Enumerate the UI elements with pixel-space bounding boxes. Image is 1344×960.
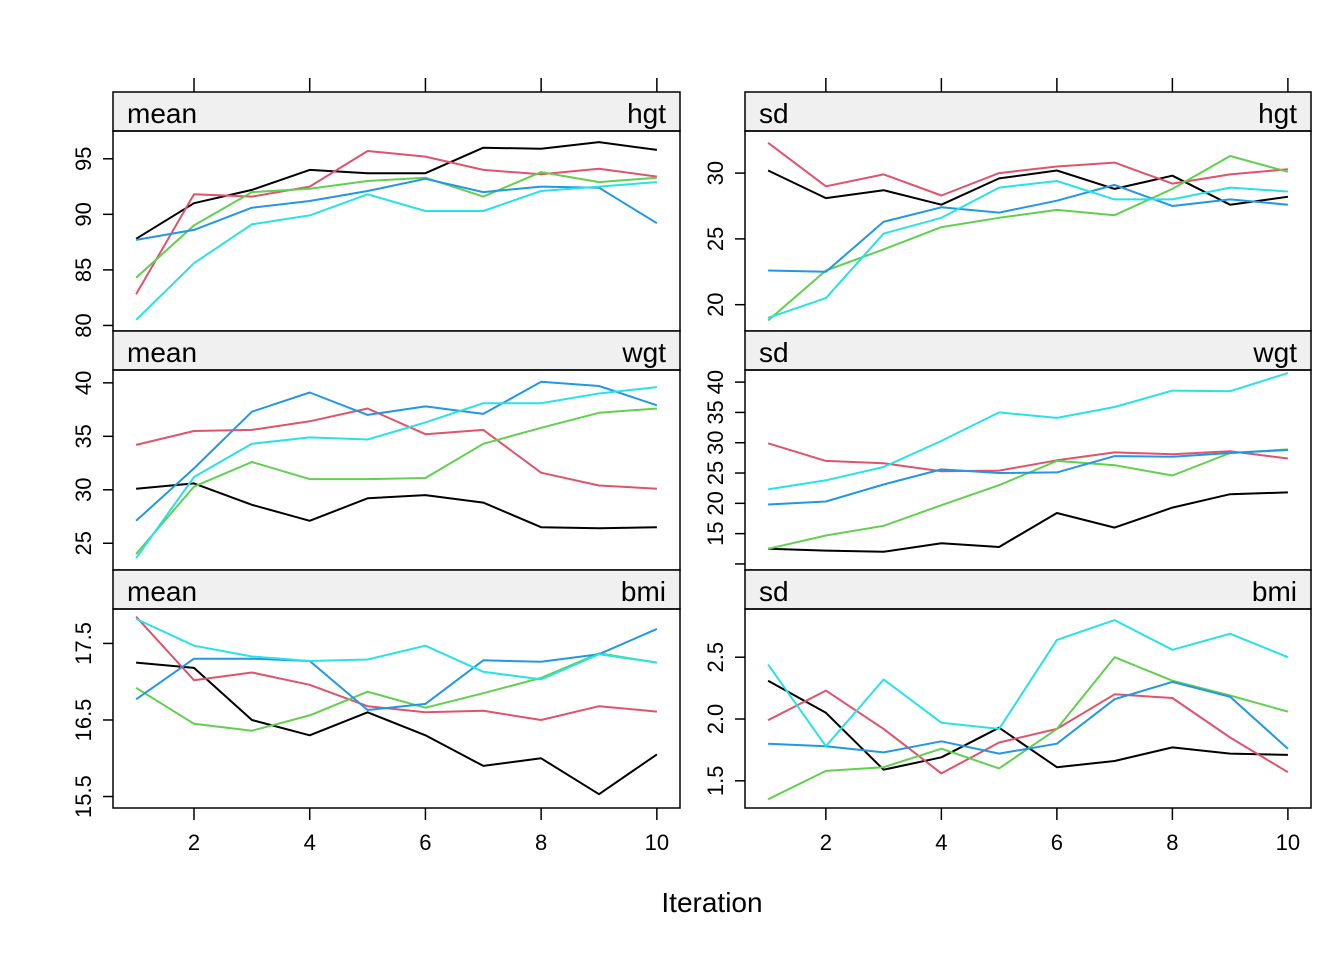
x-tick-label: 2 <box>820 830 832 855</box>
y-tick-label: 90 <box>71 202 96 226</box>
y-tick-label: 25 <box>703 227 728 251</box>
y-tick-label: 30 <box>703 161 728 185</box>
series-line-2 <box>767 689 1289 775</box>
series-line-4 <box>135 627 658 711</box>
y-tick-label: 85 <box>71 258 96 282</box>
y-tick-label: 20 <box>703 491 728 515</box>
panel-frame <box>112 608 681 809</box>
y-tick-label: 40 <box>703 370 728 394</box>
series-line-1 <box>136 482 657 530</box>
panel-frame <box>744 369 1312 571</box>
strip-header <box>112 91 681 132</box>
x-tick-label: 8 <box>1166 830 1178 855</box>
series-line-5 <box>767 180 1288 319</box>
series-line-4 <box>768 183 1288 273</box>
strip-stat-label: sd <box>759 337 789 368</box>
strip-stat-label: mean <box>127 98 197 129</box>
x-tick-label: 4 <box>935 830 947 855</box>
panel-mean-hgt: mean hgt 80 85 90 95 <box>71 78 681 338</box>
series-line-1 <box>767 169 1289 206</box>
y-tick-label: 1.5 <box>703 766 728 797</box>
y-tick-label: 2.5 <box>703 642 728 673</box>
series-line-5 <box>135 181 657 321</box>
series-line-2 <box>767 442 1289 473</box>
series-line-3 <box>767 656 1289 801</box>
y-tick-label: 30 <box>71 478 96 502</box>
strip-header <box>744 330 1312 371</box>
panel-sd-wgt: sd wgt 15 20 25 30 35 40 <box>703 330 1312 571</box>
x-tick-label: 10 <box>1276 830 1300 855</box>
strip-header <box>112 569 681 610</box>
series-line-1 <box>135 141 658 240</box>
series-line-1 <box>768 491 1288 553</box>
strip-header <box>744 569 1312 610</box>
y-tick-label: 2.0 <box>703 704 728 735</box>
series-line-3 <box>767 155 1289 322</box>
series-line-3 <box>135 171 657 279</box>
strip-stat-label: sd <box>759 98 789 129</box>
y-tick-label: 80 <box>71 313 96 337</box>
panel-sd-bmi: sd bmi 1.5 2.0 2.5 2 4 6 8 10 <box>703 569 1312 855</box>
series-line-2 <box>135 150 658 295</box>
x-tick-label: 10 <box>645 830 669 855</box>
series-line-2 <box>135 616 657 721</box>
series-line-2 <box>767 142 1288 197</box>
series-line-5 <box>135 386 658 559</box>
panels: mean hgt 80 85 90 95 sd hgt 20 25 30 mean wgt 25 30 35 4… <box>71 78 1312 855</box>
series-line-3 <box>135 652 658 732</box>
y-tick-label: 17.5 <box>71 622 96 665</box>
panel-mean-bmi: mean bmi 15.5 16.5 17.5 2 4 6 8 10 <box>71 569 681 855</box>
strip-var-label: bmi <box>621 576 666 607</box>
strip-var-label: hgt <box>627 98 666 129</box>
x-tick-label: 4 <box>304 830 316 855</box>
y-tick-label: 25 <box>703 461 728 485</box>
y-tick-label: 30 <box>703 430 728 454</box>
strip-var-label: wgt <box>1252 337 1297 368</box>
panel-frame <box>744 130 1312 332</box>
strip-stat-label: mean <box>127 576 197 607</box>
y-tick-label: 25 <box>71 531 96 555</box>
strip-stat-label: sd <box>759 576 789 607</box>
y-tick-label: 15 <box>703 521 728 545</box>
series-line-5 <box>135 617 658 681</box>
y-tick-label: 15.5 <box>71 775 96 818</box>
y-tick-label: 35 <box>703 400 728 424</box>
series-line-5 <box>767 372 1289 491</box>
series-line-1 <box>767 679 1288 771</box>
panel-frame <box>112 130 681 332</box>
x-tick-label: 2 <box>188 830 200 855</box>
y-tick-label: 20 <box>703 292 728 316</box>
y-tick-label: 16.5 <box>71 699 96 742</box>
panel-frame <box>744 608 1312 809</box>
panel-mean-wgt: mean wgt 25 30 35 40 <box>71 330 681 571</box>
y-tick-label: 35 <box>71 424 96 448</box>
panel-sd-hgt: sd hgt 20 25 30 <box>703 78 1312 332</box>
x-tick-label: 8 <box>535 830 547 855</box>
series-line-5 <box>767 619 1289 748</box>
strip-var-label: bmi <box>1252 576 1297 607</box>
x-tick-label: 6 <box>1051 830 1063 855</box>
strip-stat-label: mean <box>127 337 197 368</box>
series-line-3 <box>135 407 657 555</box>
panel-frame <box>112 369 681 571</box>
strip-header <box>112 330 681 371</box>
strip-var-label: wgt <box>621 337 666 368</box>
series-line-4 <box>768 680 1289 755</box>
strip-header <box>744 91 1312 132</box>
series-line-2 <box>135 407 657 490</box>
series-line-4 <box>768 449 1288 506</box>
strip-var-label: hgt <box>1258 98 1297 129</box>
series-line-1 <box>136 661 658 796</box>
series-line-4 <box>135 380 658 522</box>
y-tick-label: 95 <box>71 147 96 171</box>
y-tick-label: 40 <box>71 371 96 395</box>
x-axis-label: Iteration <box>661 887 762 918</box>
series-line-4 <box>135 177 658 241</box>
x-tick-label: 6 <box>419 830 431 855</box>
